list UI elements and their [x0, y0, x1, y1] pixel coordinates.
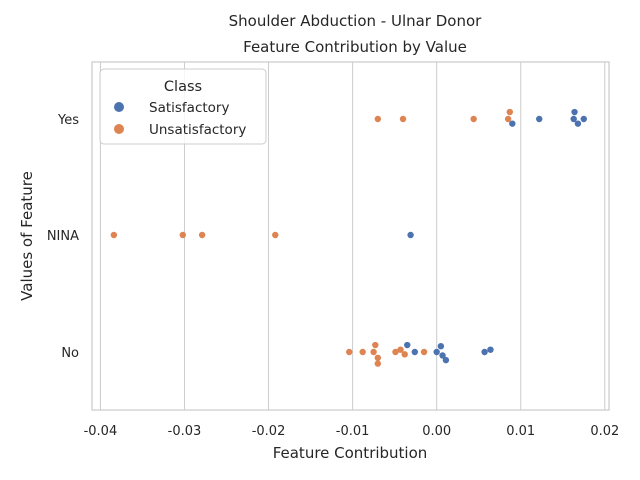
data-point-unsatisfactory: [392, 348, 399, 356]
data-point-unsatisfactory: [504, 115, 512, 123]
legend-marker-satisfactory: [114, 102, 124, 112]
data-point-unsatisfactory: [374, 354, 382, 361]
y-axis-label: Values of Feature: [18, 171, 36, 301]
data-point-satisfactory: [536, 115, 543, 123]
data-point-unsatisfactory: [470, 115, 477, 123]
data-point-unsatisfactory: [374, 115, 382, 123]
chart-title-line-2: Feature Contribution by Value: [243, 38, 467, 56]
plot-frame: [91, 61, 610, 411]
data-point-satisfactory: [437, 343, 445, 350]
data-point-satisfactory: [487, 346, 494, 353]
data-point-satisfactory: [509, 120, 516, 127]
data-point-unsatisfactory: [370, 348, 377, 356]
data-point-unsatisfactory: [359, 348, 366, 356]
data-point-unsatisfactory: [272, 231, 279, 239]
data-point-unsatisfactory: [506, 108, 514, 116]
data-point-satisfactory: [570, 115, 577, 123]
y-tick-label: Yes: [57, 113, 79, 128]
x-tick-label: -0.01: [336, 424, 370, 439]
data-points: [110, 108, 587, 367]
data-point-unsatisfactory: [374, 360, 382, 367]
x-tick-label: -0.03: [168, 424, 202, 439]
data-point-satisfactory: [481, 348, 488, 356]
x-tick-label: 0.02: [590, 424, 619, 439]
x-axis-label: Feature Contribution: [273, 444, 428, 462]
data-point-satisfactory: [404, 341, 411, 349]
data-point-satisfactory: [571, 108, 578, 116]
data-point-satisfactory: [407, 231, 414, 239]
x-tick-label: 0.00: [422, 424, 451, 439]
data-point-unsatisfactory: [110, 231, 118, 239]
legend-label-unsatisfactory: Unsatisfactory: [149, 122, 246, 138]
data-point-satisfactory: [439, 352, 446, 359]
legend-marker-unsatisfactory: [114, 124, 124, 134]
legend: Class Satisfactory Unsatisfactory: [99, 68, 267, 145]
legend-title: Class: [164, 79, 202, 95]
y-axis-tick-labels: Yes NINA No: [47, 113, 79, 361]
data-point-satisfactory: [411, 348, 419, 356]
y-tick-label: No: [61, 346, 79, 361]
data-point-satisfactory: [574, 120, 582, 127]
data-point-unsatisfactory: [179, 231, 186, 239]
x-tick-label: 0.01: [506, 424, 535, 439]
x-tick-label: -0.02: [252, 424, 286, 439]
data-point-unsatisfactory: [397, 346, 404, 353]
data-point-unsatisfactory: [372, 341, 379, 349]
data-point-unsatisfactory: [401, 351, 408, 358]
data-point-unsatisfactory: [420, 348, 428, 356]
data-point-unsatisfactory: [198, 231, 206, 239]
y-tick-label: NINA: [47, 229, 79, 244]
x-tick-label: -0.04: [84, 424, 118, 439]
data-point-satisfactory: [442, 356, 450, 364]
data-point-satisfactory: [433, 348, 440, 356]
data-point-satisfactory: [580, 115, 587, 123]
data-point-unsatisfactory: [346, 348, 353, 356]
x-axis-tick-labels: -0.04 -0.03 -0.02 -0.01 0.00 0.01 0.02: [84, 424, 620, 439]
legend-label-satisfactory: Satisfactory: [149, 100, 229, 116]
chart-title-line-1: Shoulder Abduction - Ulnar Donor: [229, 12, 482, 30]
data-point-unsatisfactory: [399, 115, 407, 123]
legend-box: [99, 68, 267, 145]
